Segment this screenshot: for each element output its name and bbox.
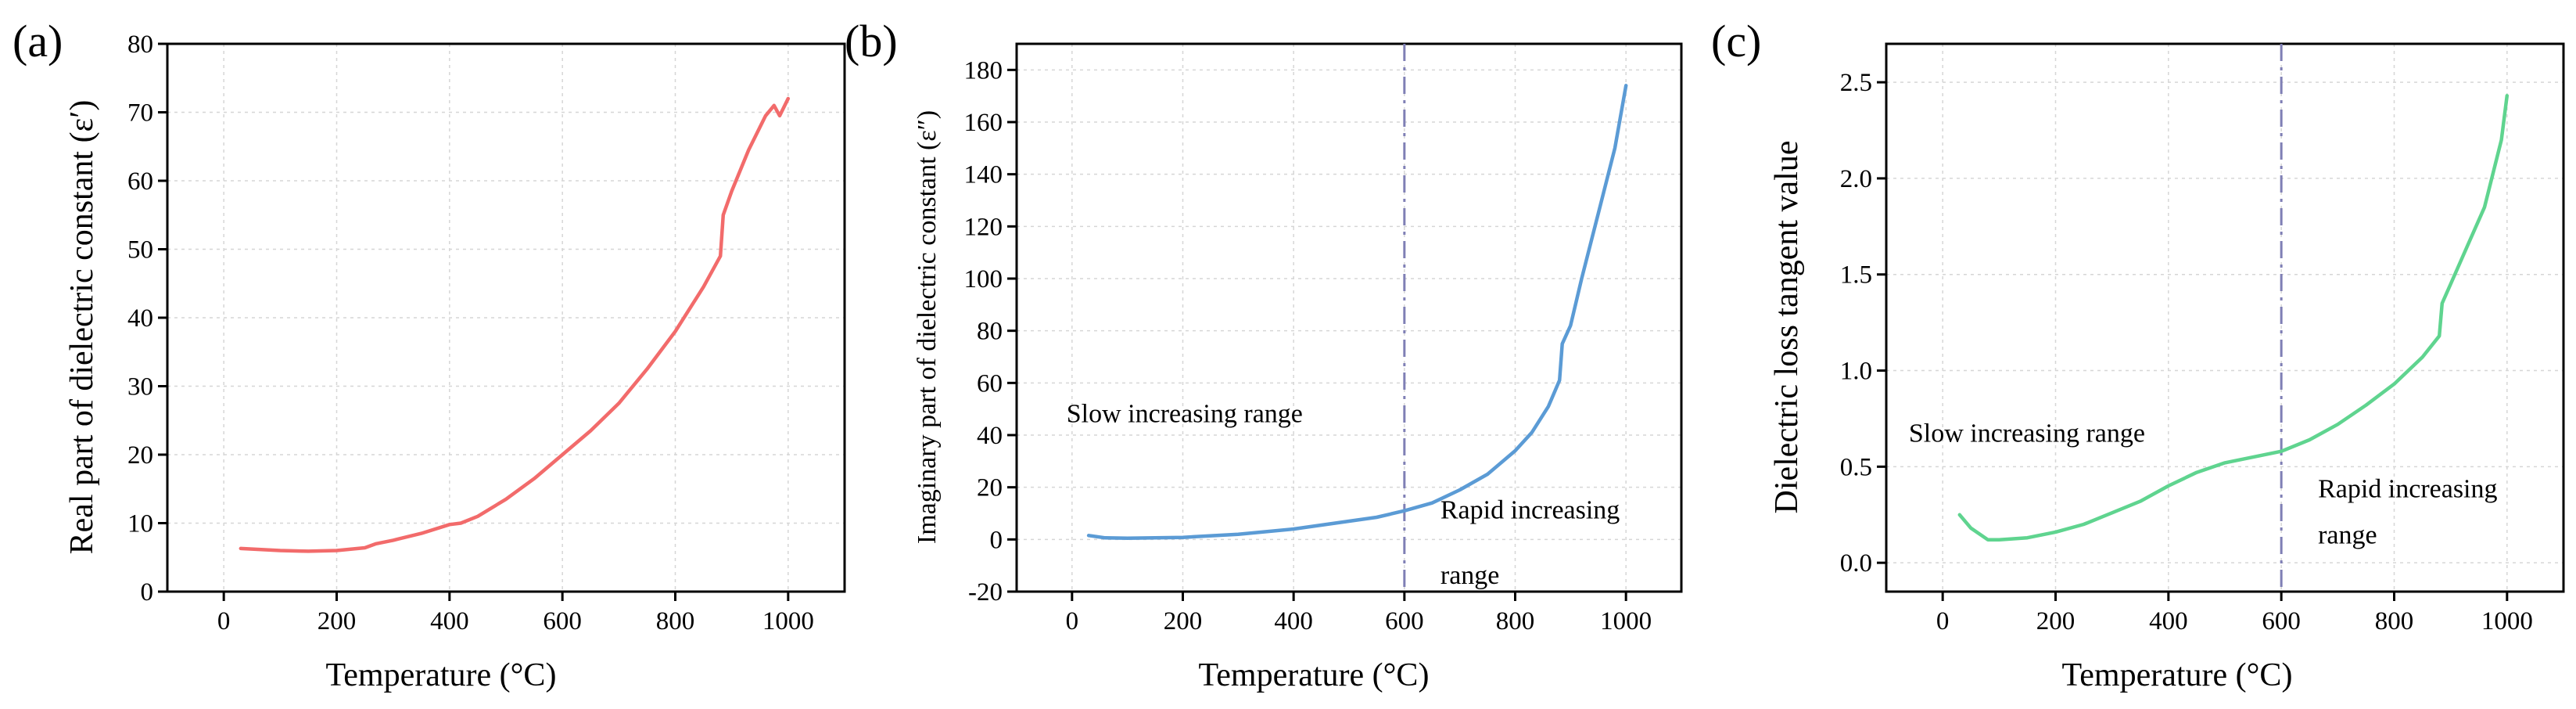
panel-b-y-tick-label-6: 100: [964, 265, 1003, 293]
panel-b-y-tick-label-7: 120: [964, 213, 1003, 241]
panel-c-x-tick-label-2: 400: [2149, 607, 2188, 635]
panel-c-y-tick-label-1: 0.5: [1840, 453, 1872, 481]
panel-c-y-tick-label-3: 1.5: [1840, 261, 1872, 290]
panel-a-series-line-0: [239, 96, 791, 553]
panel-b-y-tick-label-5: 80: [977, 318, 1003, 346]
panel-b-x-tick-label-3: 600: [1385, 607, 1424, 635]
panel-a-y-tick-label-3: 30: [127, 373, 153, 401]
panel-b-x-tick-label-4: 800: [1496, 607, 1535, 635]
panel-c-annotation-1: Rapid increasing: [2318, 475, 2497, 504]
panel-b-series-line-0: [1086, 84, 1628, 540]
panel-b-label: (b): [845, 16, 898, 67]
panel-b-y-tick-label-8: 140: [964, 161, 1003, 189]
panel-a-x-tick-label-3: 600: [543, 607, 582, 635]
panel-a-x-tick-label-1: 200: [318, 607, 357, 635]
panel-a-y-tick-label-4: 40: [127, 304, 153, 333]
panel-b-y-tick-label-9: 160: [964, 109, 1003, 137]
panel-b-x-tick-label-1: 200: [1164, 607, 1203, 635]
panel-b-x-tick-label-5: 1000: [1600, 607, 1652, 635]
panel-b-y-tick-label-4: 60: [977, 369, 1003, 398]
panel-c-y-tick-label-5: 2.5: [1840, 69, 1872, 97]
panel-b-y-tick-label-10: 180: [964, 56, 1003, 85]
panel-b-x-tick-label-2: 400: [1274, 607, 1313, 635]
panel-c-x-tick-label-0: 0: [1936, 607, 1950, 635]
panel-b-y-tick-label-0: -20: [968, 578, 1003, 606]
panel-b-x-tick-label-0: 0: [1066, 607, 1079, 635]
panel-b-y-tick-label-2: 20: [977, 474, 1003, 502]
panel-b-y-axis-title: Imaginary part of dielectric constant (ε…: [913, 110, 942, 544]
panel-c-y-tick-label-0: 0.0: [1840, 549, 1872, 578]
panel-a-y-tick-label-6: 60: [127, 167, 153, 196]
panel-a-label: (a): [13, 16, 63, 67]
panel-a-x-tick-label-5: 1000: [762, 607, 814, 635]
panel-c: (c) Dielectric loss tangent value Temper…: [1711, 16, 2565, 693]
panel-c-y-tick-label-2: 1.0: [1840, 358, 1872, 386]
panel-a-x-tick-label-0: 0: [217, 607, 231, 635]
panel-b-plot-frame: [1015, 42, 1683, 593]
panel-a-y-tick-label-0: 0: [141, 578, 154, 606]
panel-b-y-tick-label-3: 40: [977, 422, 1003, 450]
panel-c-plot-frame: [1885, 42, 2565, 593]
panel-a-x-tick-label-2: 400: [430, 607, 469, 635]
panel-a-x-axis-title: Temperature (°C): [326, 657, 557, 693]
panel-a-y-tick-label-5: 50: [127, 236, 153, 265]
panel-b-annotation-2: range: [1440, 561, 1500, 590]
panel-a-x-tick-label-4: 800: [656, 607, 695, 635]
panel-c-series-line-0: [1957, 94, 2510, 542]
panel-c-y-axis-title: Dielectric loss tangent value: [1769, 141, 1805, 514]
panel-b-x-axis-title: Temperature (°C): [1199, 657, 1430, 693]
panel-a-y-tick-label-1: 10: [127, 510, 153, 538]
panel-b-y-tick-label-1: 0: [990, 526, 1003, 554]
panel-b-annotation-1: Rapid increasing: [1440, 496, 1620, 525]
panel-a-y-axis-title: Real part of dielectric constant (ε′): [64, 100, 100, 555]
panel-c-x-axis-title: Temperature (°C): [2062, 657, 2293, 693]
panel-a-y-tick-label-2: 20: [127, 441, 153, 470]
panel-c-label: (c): [1711, 16, 1761, 67]
panel-c-annotation-2: range: [2318, 521, 2377, 550]
panel-c-x-tick-label-5: 1000: [2481, 607, 2533, 635]
panel-c-y-tick-label-4: 2.0: [1840, 165, 1872, 193]
panel-c-x-tick-label-3: 600: [2262, 607, 2301, 635]
panel-c-x-tick-label-1: 200: [2036, 607, 2076, 635]
panel-c-annotation-0: Slow increasing range: [1909, 419, 2145, 448]
panel-c-x-tick-label-4: 800: [2375, 607, 2414, 635]
panel-a-y-tick-label-7: 70: [127, 99, 153, 128]
panel-a-y-tick-label-8: 80: [127, 31, 153, 59]
panel-a: (a) Real part of dielectric constant (ε′…: [13, 16, 846, 693]
panel-b-annotation-0: Slow increasing range: [1067, 399, 1303, 428]
panel-b: (b) Imaginary part of dielectric constan…: [845, 16, 1683, 693]
